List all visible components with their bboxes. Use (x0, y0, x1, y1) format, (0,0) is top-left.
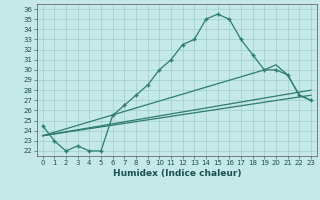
X-axis label: Humidex (Indice chaleur): Humidex (Indice chaleur) (113, 169, 241, 178)
